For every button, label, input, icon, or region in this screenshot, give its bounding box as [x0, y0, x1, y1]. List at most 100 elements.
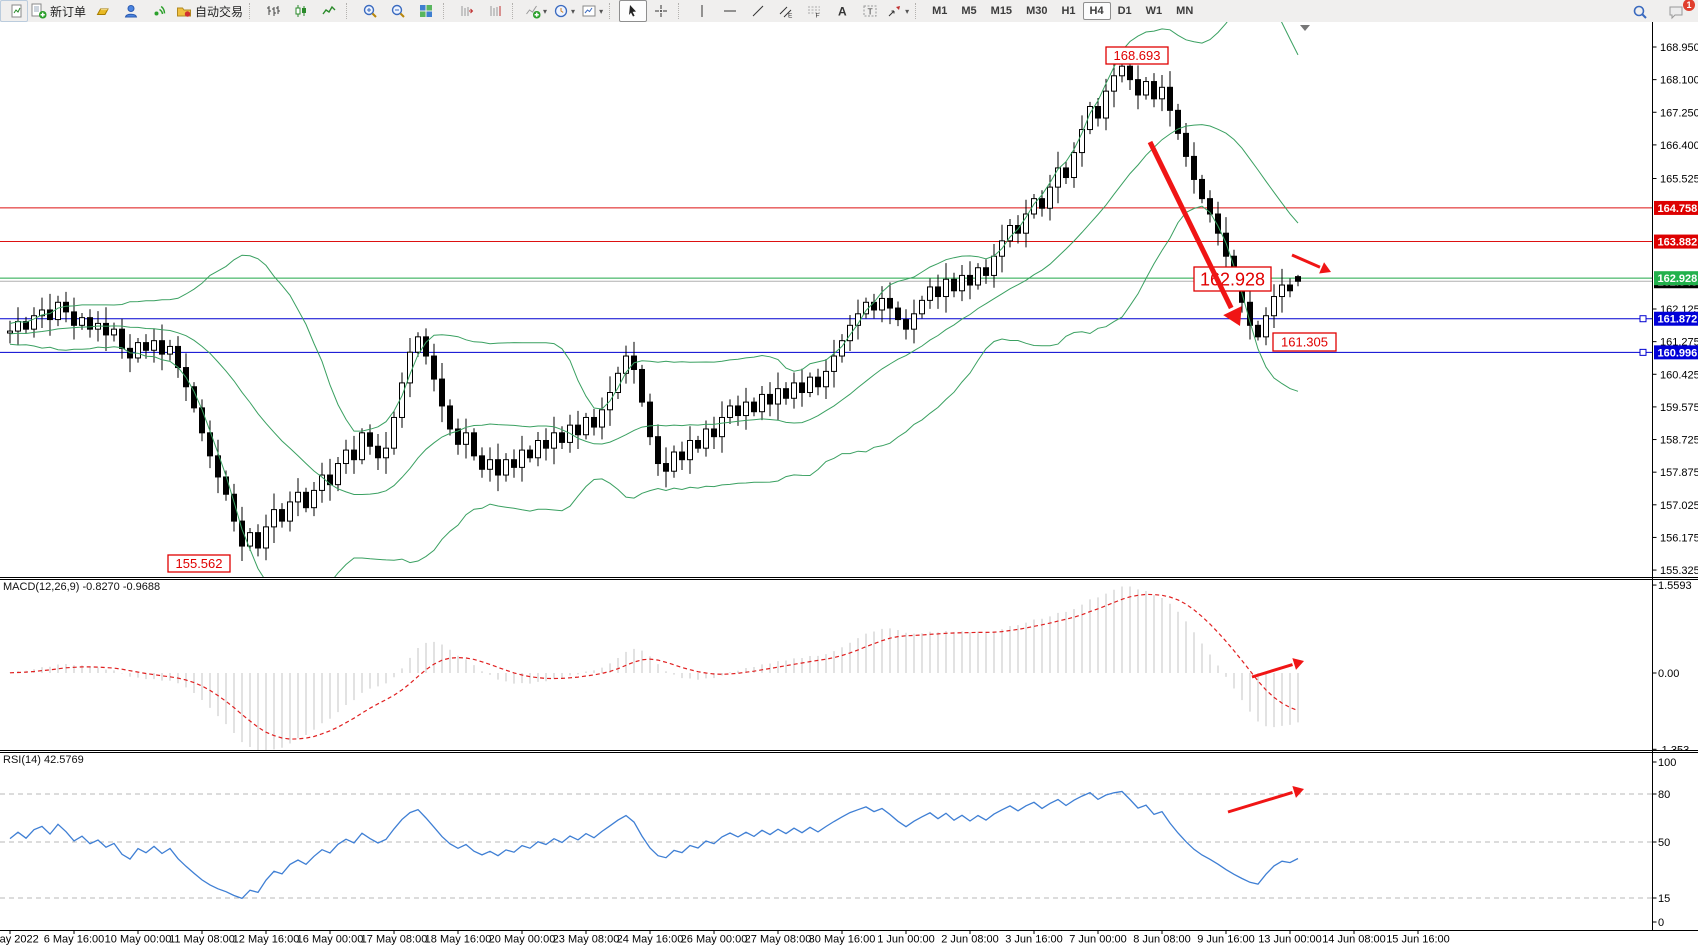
- cursor-button[interactable]: [619, 0, 648, 22]
- horizontal-line-button[interactable]: [716, 0, 744, 22]
- time-tick-label: 15 Jun 16:00: [1386, 934, 1450, 945]
- toolbar-separator: [512, 3, 518, 19]
- zoom-out-icon: [391, 4, 405, 18]
- chart-doc-icon: [11, 4, 22, 18]
- svg-text:160.996: 160.996: [1658, 347, 1698, 359]
- price-tag[interactable]: 162.928: [1654, 271, 1698, 286]
- horizontal-line-icon: [724, 10, 737, 12]
- scroll-to-end-icon: [461, 6, 474, 16]
- price-tag[interactable]: 163.882: [1654, 234, 1698, 249]
- macd-pane[interactable]: 1.5593 0.00 -1.353: [0, 577, 1698, 750]
- price-tick-label: 160.425: [1660, 369, 1698, 381]
- line-chart-button[interactable]: [315, 0, 343, 22]
- equidistant-channel-icon: E: [779, 6, 793, 20]
- time-tick-label: 8 Jun 08:00: [1133, 934, 1191, 945]
- timeframe-m1-button[interactable]: M1: [932, 5, 948, 17]
- autotrading-button[interactable]: 自动交易: [173, 0, 246, 22]
- macd-histogram: [9, 586, 1299, 750]
- timeframe-w1-button[interactable]: W1: [1145, 5, 1163, 17]
- new-order-button[interactable]: 新订单: [28, 0, 89, 22]
- dropdown-caret-icon: ▾: [905, 6, 910, 16]
- price-tag[interactable]: 164.758: [1654, 200, 1698, 215]
- time-tick-label: 20 May 00:00: [489, 934, 556, 945]
- time-tick-label: 30 May 16:00: [809, 934, 876, 945]
- macd-scale-label: 0.00: [1658, 668, 1679, 680]
- price-tag[interactable]: 161.872: [1654, 311, 1698, 326]
- line-handle[interactable]: [1639, 315, 1647, 323]
- time-tick-label: 9 Jun 16:00: [1197, 934, 1255, 945]
- price-annotation[interactable]: 155.562: [167, 554, 231, 573]
- time-tick-label: 16 May 00:00: [297, 934, 364, 945]
- timeframe-m5-button[interactable]: M5: [961, 5, 977, 17]
- candlesticks: [7, 55, 1301, 561]
- rsi-scale-label: 80: [1658, 789, 1670, 801]
- chart-doc-button[interactable]: [0, 0, 28, 22]
- timeframe-m15-button[interactable]: M15: [990, 5, 1013, 17]
- time-tick-label: 3 Jun 16:00: [1005, 934, 1063, 945]
- bollinger-lower-band: [9, 205, 1299, 577]
- zoom-in-icon: [363, 4, 377, 18]
- tile-windows-button[interactable]: [412, 0, 440, 22]
- timeframe-m30-button[interactable]: M30: [1026, 5, 1048, 17]
- trend-arrow[interactable]: [1227, 786, 1304, 814]
- zoom-in-button[interactable]: [356, 0, 384, 22]
- chat-icon[interactable]: 1: [1662, 0, 1695, 23]
- line-handle[interactable]: [1639, 348, 1647, 356]
- svg-text:T: T: [868, 7, 873, 17]
- periods-button[interactable]: ▾: [550, 0, 578, 22]
- main-chart-pane[interactable]: 168.950168.100167.250166.400165.525162.1…: [0, 22, 1698, 577]
- price-tick-label: 157.025: [1660, 500, 1698, 512]
- trend-arrow[interactable]: [1251, 658, 1304, 679]
- time-tick-label: 11 May 08:00: [169, 934, 235, 945]
- price-annotation[interactable]: 161.305: [1272, 332, 1337, 352]
- trend-line-button[interactable]: [744, 0, 772, 22]
- timeframe-h1-button[interactable]: H1: [1061, 5, 1076, 17]
- equidistant-channel-button[interactable]: E: [772, 0, 800, 22]
- price-annotation[interactable]: 162.928: [1193, 266, 1272, 292]
- text-label-icon: T: [863, 5, 877, 17]
- market-watch-icon: [96, 8, 109, 15]
- arrows-button[interactable]: ▾: [884, 0, 912, 22]
- trend-arrow[interactable]: [1147, 140, 1242, 326]
- price-tick-label: 159.575: [1660, 402, 1698, 414]
- time-tick-label: 1 Jun 00:00: [877, 934, 935, 945]
- cursor-icon: [629, 5, 637, 17]
- text-button[interactable]: A: [828, 0, 856, 22]
- profiles-icon: [124, 5, 138, 18]
- timeframe-mn-button[interactable]: MN: [1176, 5, 1194, 17]
- text-label-button[interactable]: T: [856, 0, 884, 22]
- zoom-out-button[interactable]: [384, 0, 412, 22]
- fibonacci-button[interactable]: F: [800, 0, 828, 22]
- chart-shift-marker-icon[interactable]: [1300, 25, 1310, 31]
- svg-text:E: E: [788, 13, 793, 20]
- templates-button[interactable]: ▾: [578, 0, 606, 22]
- rsi-pane[interactable]: 100 80 50 15 0: [0, 750, 1698, 930]
- timeframe-h4-button[interactable]: H4: [1082, 2, 1111, 20]
- indicators-button[interactable]: ▾: [522, 0, 550, 22]
- price-annotation[interactable]: 168.693: [1105, 46, 1169, 65]
- scroll-to-end-button[interactable]: [453, 0, 481, 22]
- fibonacci-icon: F: [808, 6, 821, 19]
- crosshair-button[interactable]: [647, 0, 675, 22]
- time-tick-label: 24 May 16:00: [617, 934, 684, 945]
- time-tick-label: 26 May 00:00: [681, 934, 748, 945]
- vertical-line-button[interactable]: [688, 0, 716, 22]
- indicators-icon: [526, 5, 541, 19]
- timeframe-d1-button[interactable]: D1: [1117, 5, 1132, 17]
- chart-shift-button[interactable]: [481, 0, 509, 22]
- toolbar-separator: [915, 3, 921, 19]
- bollinger-upper-band: [9, 22, 1299, 432]
- candle-chart-button[interactable]: [287, 0, 315, 22]
- price-tag[interactable]: 160.996: [1654, 345, 1698, 360]
- bar-chart-button[interactable]: [259, 0, 287, 22]
- market-watch-button[interactable]: [89, 0, 117, 22]
- vertical-line-icon: [701, 5, 703, 17]
- svg-text:A: A: [838, 5, 847, 19]
- trend-arrow[interactable]: [1291, 253, 1331, 274]
- search-icon[interactable]: [1626, 1, 1654, 23]
- signal-button[interactable]: [145, 0, 173, 22]
- line-chart-icon: [322, 5, 336, 15]
- profiles-button[interactable]: [117, 0, 145, 22]
- crosshair-icon: [655, 5, 668, 17]
